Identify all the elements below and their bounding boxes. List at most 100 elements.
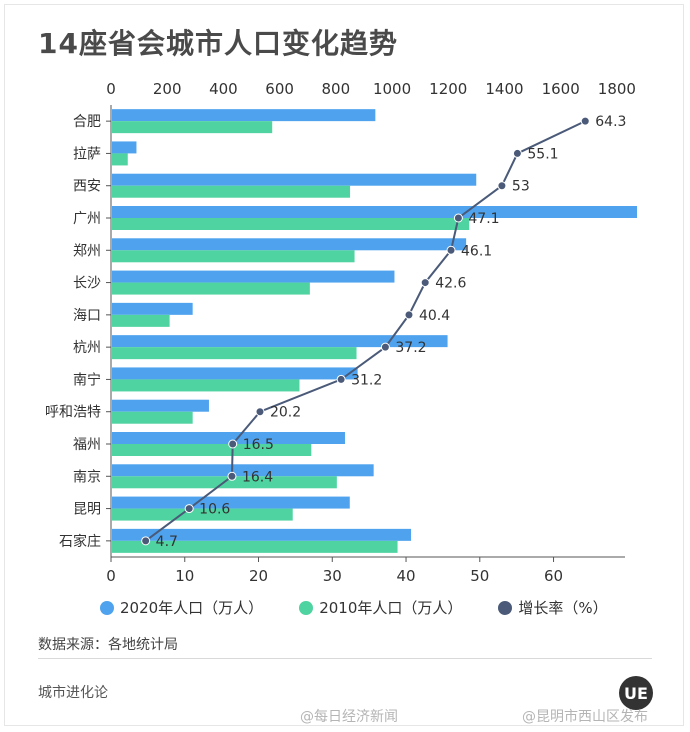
watermark-2: @昆明市西山区发布 — [522, 709, 648, 725]
bar-2010 — [112, 444, 312, 456]
category-label: 长沙 — [73, 276, 101, 292]
bar-2020 — [112, 302, 193, 315]
legend-item-2010: 2010年人口（万人） — [299, 597, 462, 618]
divider — [38, 658, 652, 659]
growth-point — [141, 536, 151, 546]
bar-2020 — [112, 173, 477, 186]
category-label: 广州 — [73, 211, 101, 227]
growth-point — [512, 148, 522, 158]
top-tick-label: 1400 — [485, 80, 523, 98]
watermark-1: @每日经济新闻 — [300, 709, 398, 725]
growth-data-label: 16.5 — [243, 437, 274, 453]
legend-label-growth: 增长率（%） — [518, 599, 608, 617]
bottom-tick-label: 0 — [106, 567, 116, 585]
growth-data-label: 40.4 — [419, 308, 450, 324]
growth-point — [255, 407, 265, 417]
bottom-tick-label: 40 — [396, 567, 415, 585]
top-tick-label: 800 — [322, 80, 351, 98]
legend-swatch-growth — [498, 600, 513, 615]
growth-point — [580, 116, 590, 126]
bottom-tick-label: 30 — [323, 567, 342, 585]
bar-2020 — [112, 367, 358, 380]
growth-data-label: 20.2 — [270, 405, 301, 421]
bar-2010 — [112, 218, 470, 230]
growth-point — [228, 439, 238, 449]
growth-data-label: 64.3 — [595, 114, 626, 130]
data-source: 数据来源：各地统计局 — [38, 637, 178, 653]
top-tick-label: 1600 — [542, 80, 580, 98]
category-label: 呼和浩特 — [45, 405, 101, 421]
top-tick-label: 200 — [153, 80, 182, 98]
growth-point — [380, 342, 390, 352]
legend-label-2020: 2020年人口（万人） — [120, 599, 264, 617]
top-tick-label: 400 — [209, 80, 238, 98]
top-tick-label: 0 — [106, 80, 116, 98]
bottom-tick-label: 10 — [175, 567, 194, 585]
growth-data-label: 55.1 — [527, 146, 558, 162]
bar-2010 — [112, 411, 193, 424]
bottom-tick-label: 50 — [470, 567, 489, 585]
category-label: 昆明 — [73, 502, 101, 518]
chart-title: 14座省会城市人口变化趋势 — [38, 27, 398, 60]
growth-point — [453, 213, 463, 223]
growth-point — [446, 245, 456, 255]
top-tick-label: 1200 — [429, 80, 467, 98]
legend-swatch-2010 — [299, 600, 314, 615]
bar-2010 — [112, 153, 128, 166]
bar-2010 — [112, 250, 355, 263]
chart-frame — [4, 4, 684, 726]
growth-point — [420, 278, 430, 288]
legend-item-2020: 2020年人口（万人） — [100, 597, 263, 618]
bar-2020 — [112, 432, 345, 444]
growth-data-label: 46.1 — [461, 243, 492, 259]
bar-2020 — [112, 109, 376, 122]
category-label: 郑州 — [73, 243, 101, 259]
growth-data-label: 37.2 — [395, 340, 426, 356]
bar-2020 — [112, 496, 350, 509]
brand-logo: UE — [619, 676, 653, 710]
growth-data-label: 16.4 — [242, 469, 273, 485]
top-tick-label: 600 — [265, 80, 294, 98]
growth-data-label: 10.6 — [199, 502, 230, 518]
bottom-tick-label: 20 — [249, 567, 268, 585]
category-label: 杭州 — [73, 340, 101, 356]
category-label: 合肥 — [73, 114, 101, 130]
growth-point — [227, 471, 237, 481]
legend-label-2010: 2010年人口（万人） — [319, 599, 463, 617]
growth-line — [145, 120, 586, 542]
category-label: 南京 — [73, 469, 101, 485]
bar-2010 — [112, 314, 170, 327]
bar-2020 — [112, 270, 395, 283]
bar-2010 — [112, 508, 293, 521]
bar-2020 — [112, 238, 467, 251]
bar-2010 — [112, 282, 310, 295]
bar-2010 — [112, 347, 357, 360]
category-label: 福州 — [73, 437, 101, 453]
growth-data-label: 31.2 — [351, 372, 382, 388]
bar-2010 — [112, 185, 351, 198]
top-tick-label: 1800 — [598, 80, 636, 98]
category-label: 西安 — [73, 179, 101, 195]
growth-data-label: 53 — [512, 179, 530, 195]
legend-swatch-2020 — [100, 600, 114, 615]
brand-name: 城市进化论 — [38, 685, 108, 701]
growth-point — [336, 374, 346, 384]
top-tick-label: 1000 — [373, 80, 411, 98]
growth-point — [404, 310, 414, 320]
bar-2010 — [112, 540, 398, 553]
legend: 2020年人口（万人） 2010年人口（万人） 增长率（%） — [100, 597, 608, 618]
bar-2020 — [112, 335, 448, 348]
growth-point — [497, 181, 507, 191]
bar-2020 — [112, 464, 374, 477]
bar-2020 — [112, 399, 209, 412]
bar-2020 — [112, 206, 638, 218]
category-label: 拉萨 — [73, 146, 101, 162]
category-label: 石家庄 — [59, 533, 101, 550]
bar-2020 — [112, 141, 137, 154]
legend-item-growth: 增长率（%） — [498, 597, 608, 618]
bottom-tick-label: 60 — [544, 567, 563, 585]
bar-2010 — [112, 379, 300, 392]
category-label: 海口 — [73, 308, 101, 324]
growth-data-label: 4.7 — [156, 534, 178, 550]
